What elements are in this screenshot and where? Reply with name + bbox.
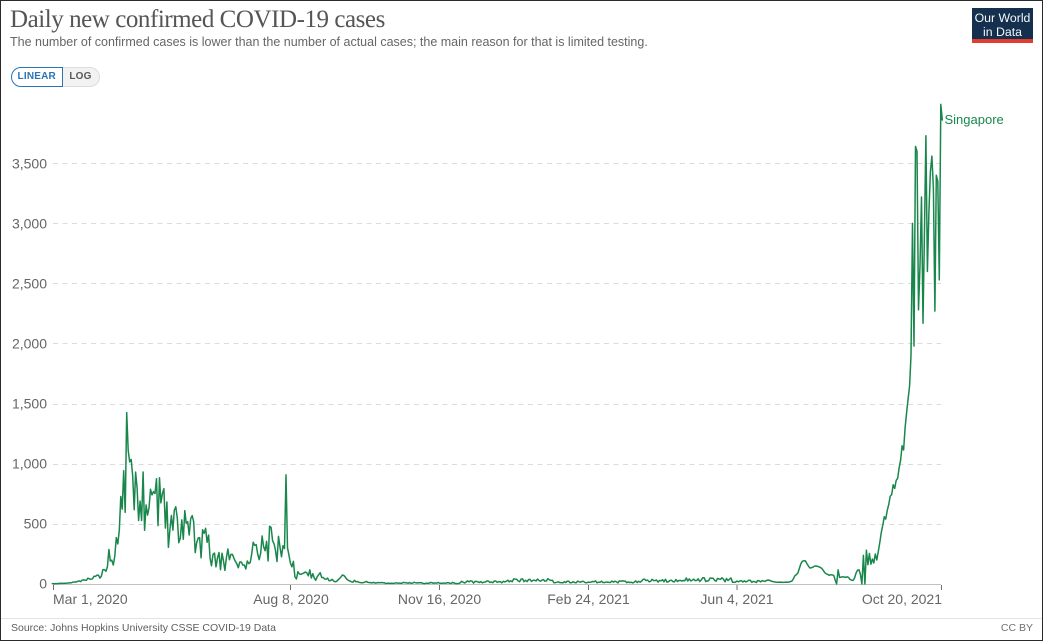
svg-text:Mar 1, 2020: Mar 1, 2020: [53, 591, 128, 607]
svg-text:3,000: 3,000: [12, 216, 47, 232]
svg-text:Oct 20, 2021: Oct 20, 2021: [862, 591, 942, 607]
svg-text:0: 0: [39, 576, 47, 592]
svg-text:Feb 24, 2021: Feb 24, 2021: [547, 591, 630, 607]
svg-text:500: 500: [24, 516, 48, 532]
svg-text:2,000: 2,000: [12, 336, 47, 352]
svg-text:2,500: 2,500: [12, 276, 47, 292]
svg-text:Singapore: Singapore: [945, 112, 1004, 127]
svg-text:1,500: 1,500: [12, 396, 47, 412]
svg-text:Nov 16, 2020: Nov 16, 2020: [398, 591, 481, 607]
svg-text:Aug 8, 2020: Aug 8, 2020: [253, 591, 329, 607]
svg-text:1,000: 1,000: [12, 456, 47, 472]
svg-text:3,500: 3,500: [12, 156, 47, 172]
svg-text:Jun 4, 2021: Jun 4, 2021: [700, 591, 773, 607]
